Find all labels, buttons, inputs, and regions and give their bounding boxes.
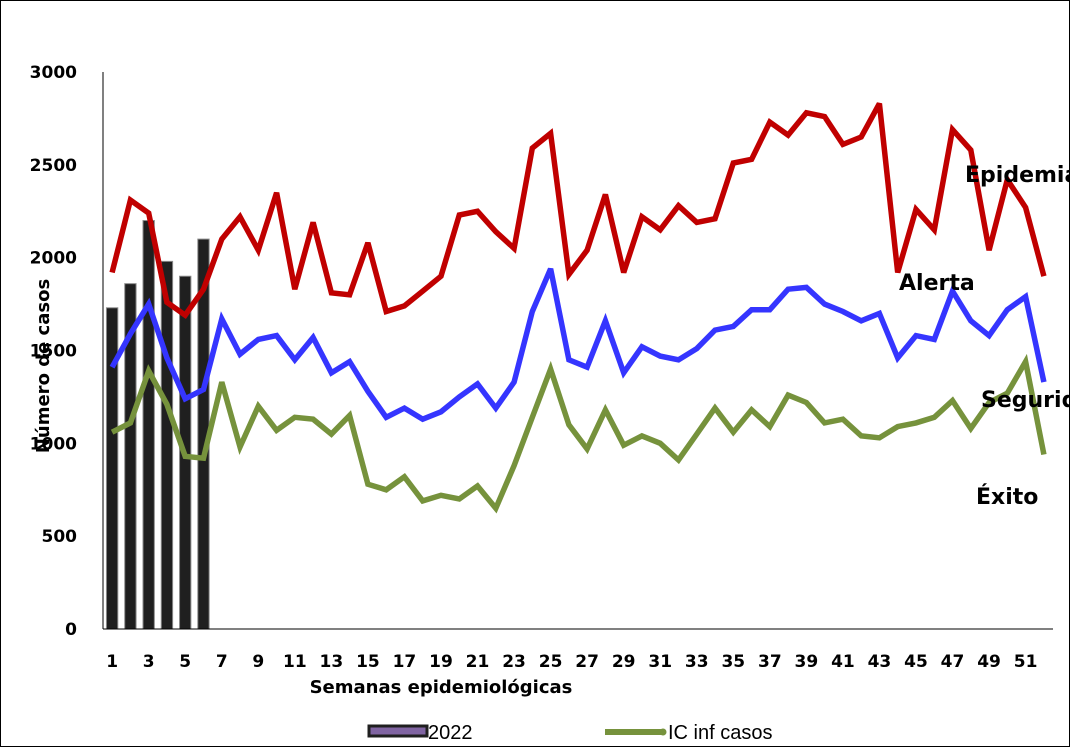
x-tick-label: 49 [977, 652, 1001, 672]
x-tick-label: 41 [831, 652, 855, 672]
x-tick-label: 25 [539, 652, 563, 672]
lines-layer [109, 102, 1047, 514]
legend-swatch-2022 [367, 724, 429, 738]
y-tick-label: 1000 [30, 434, 77, 454]
y-tick-label: 1500 [30, 342, 77, 362]
legend-label-ic-inf-casos: IC inf casos [668, 722, 772, 744]
legend-marker-ic-inf-casos [659, 728, 667, 736]
x-tick-label: 21 [466, 652, 490, 672]
annotation-seguridad: Seguridad [981, 388, 1069, 413]
y-tick-label: 500 [42, 527, 78, 547]
x-tick-label: 27 [575, 652, 599, 672]
x-tick-label: 39 [795, 652, 819, 672]
x-tick-label: 3 [143, 652, 155, 672]
x-tick-label: 29 [612, 652, 636, 672]
x-tick-label: 45 [904, 652, 928, 672]
annotation-exito: Éxito [976, 484, 1038, 510]
bar-2022 [160, 260, 174, 630]
x-tick-label: 9 [252, 652, 264, 672]
line-alerta [109, 267, 1047, 423]
x-tick-label: 51 [1014, 652, 1038, 672]
x-tick-label: 5 [179, 652, 191, 672]
x-tick-label: 11 [283, 652, 307, 672]
x-tick-labels: 1 3 5 7 9 11 13 15 17 19 21 23 25 27 29 31 33 35 37 39 41 43 4… [106, 652, 1037, 672]
x-tick-label: 17 [393, 652, 417, 672]
x-tick-label: 33 [685, 652, 709, 672]
x-tick-label: 47 [941, 652, 965, 672]
x-tick-label: 23 [502, 652, 526, 672]
line-ic-inf-casos [110, 353, 1047, 514]
x-tick-label: 31 [648, 652, 672, 672]
x-axis-title: Semanas epidemiológicas [310, 677, 573, 698]
x-tick-label: 19 [429, 652, 453, 672]
x-tick-label: 1 [106, 652, 118, 672]
legend-label-2022: 2022 [428, 722, 473, 744]
y-axis-title: Número de casos [33, 279, 54, 453]
y-tick-labels: 0 500 1000 1500 2000 2500 3000 [30, 63, 77, 640]
y-tick-label: 0 [65, 620, 77, 640]
y-tick-label: 2500 [30, 156, 77, 176]
annotation-epidemia: Epidemia [965, 163, 1069, 188]
y-tick-label: 2000 [30, 249, 77, 269]
annotation-alerta: Alerta [899, 271, 975, 296]
x-tick-label: 35 [721, 652, 745, 672]
line-epidemia [109, 102, 1047, 320]
x-tick-label: 15 [356, 652, 380, 672]
y-tick-label: 3000 [30, 63, 77, 83]
legend: 2022 IC inf casos [367, 722, 772, 744]
x-tick-label: 13 [320, 652, 344, 672]
x-tick-label: 37 [758, 652, 782, 672]
x-tick-label: 43 [868, 652, 892, 672]
axes-layer [102, 72, 1053, 630]
x-tick-label: 7 [216, 652, 228, 672]
bar-2022 [142, 220, 155, 630]
